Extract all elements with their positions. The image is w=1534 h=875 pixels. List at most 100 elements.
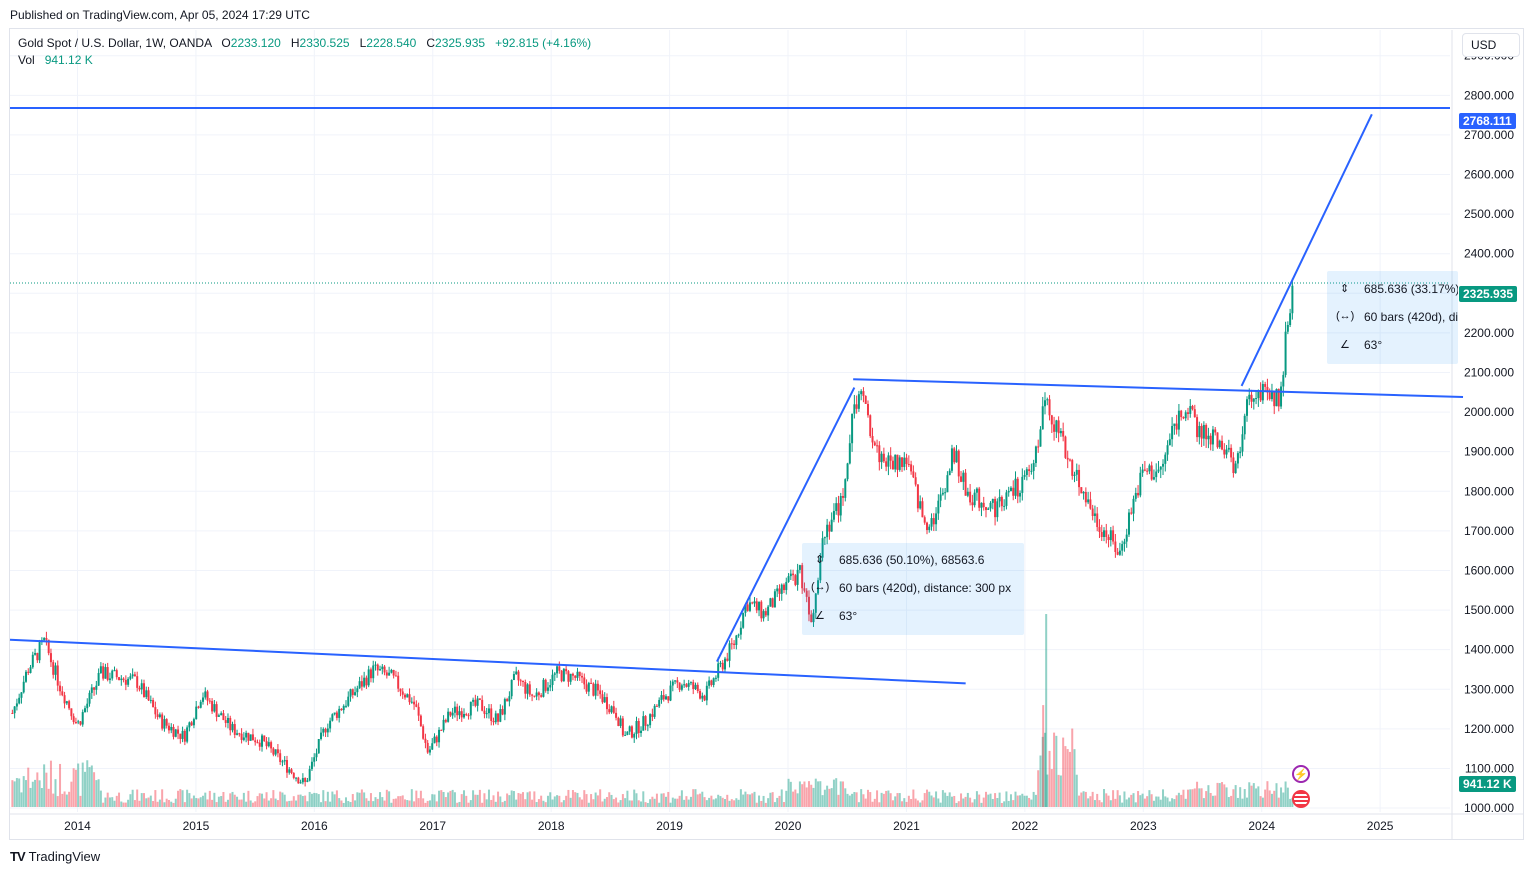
volume-bar bbox=[655, 793, 658, 807]
y-tick-label: 1000.000 bbox=[1464, 801, 1514, 815]
candle-body bbox=[301, 778, 304, 783]
volume-bar bbox=[49, 760, 52, 807]
candle-body bbox=[807, 596, 810, 615]
candle-body bbox=[68, 701, 71, 709]
volume-bar bbox=[637, 800, 640, 807]
candle-body bbox=[247, 732, 250, 741]
candle-body bbox=[925, 522, 928, 531]
volume-bar bbox=[297, 794, 300, 807]
volume-bar bbox=[1016, 795, 1019, 807]
volume-bar bbox=[1157, 796, 1160, 807]
candle-body bbox=[907, 464, 910, 466]
legend: Gold Spot / U.S. Dollar, 1W, OANDA O2233… bbox=[18, 35, 591, 69]
measure-box-small[interactable]: ⇕ 685.636 (50.10%), 68563.6 (↔) 60 bars … bbox=[802, 543, 1024, 635]
candle-body bbox=[694, 684, 697, 690]
volume-bar bbox=[456, 802, 459, 807]
volume-bar bbox=[1193, 788, 1196, 807]
candle-body bbox=[689, 682, 692, 684]
candle-body bbox=[390, 669, 393, 673]
candle-body bbox=[288, 769, 291, 773]
candle-body bbox=[701, 695, 704, 699]
candle-body bbox=[794, 575, 797, 585]
volume-bar bbox=[978, 794, 981, 807]
candle-body bbox=[1223, 449, 1226, 455]
volume-bar bbox=[145, 798, 148, 807]
currency-button[interactable]: USD bbox=[1462, 33, 1520, 57]
candle-body bbox=[780, 584, 783, 594]
candle-body bbox=[431, 743, 434, 750]
volume-bar bbox=[864, 798, 867, 807]
candle-body bbox=[535, 692, 538, 697]
candle-body bbox=[1041, 406, 1044, 430]
candle-body bbox=[388, 672, 391, 676]
candle-body bbox=[149, 700, 152, 702]
volume-bar bbox=[1286, 787, 1289, 807]
candle-body bbox=[619, 718, 622, 726]
open-label: O bbox=[221, 36, 231, 50]
volume-bar bbox=[426, 800, 429, 807]
volume-bar bbox=[1241, 798, 1244, 807]
candle-body bbox=[1064, 436, 1067, 458]
us-flag-icon[interactable] bbox=[1292, 790, 1310, 808]
y-tick-label: 1400.000 bbox=[1464, 643, 1514, 657]
candle-body bbox=[47, 639, 50, 654]
candle-body bbox=[1198, 425, 1201, 438]
lightning-icon[interactable]: ⚡ bbox=[1292, 765, 1310, 783]
volume-bar bbox=[38, 780, 41, 807]
volume-bar bbox=[783, 802, 786, 807]
candle-body bbox=[304, 778, 307, 782]
candle-body bbox=[158, 714, 161, 718]
candle-body bbox=[1103, 530, 1106, 537]
volume-bar bbox=[163, 802, 166, 807]
candle-body bbox=[1255, 398, 1258, 400]
candle-body bbox=[1166, 445, 1169, 455]
volume-bar bbox=[170, 801, 173, 807]
volume-bar bbox=[460, 794, 463, 807]
volume-bar bbox=[794, 789, 797, 807]
candle-body bbox=[960, 476, 963, 482]
volume-bar bbox=[485, 799, 488, 807]
y-tick-label: 2500.000 bbox=[1464, 207, 1514, 221]
candle-body bbox=[435, 736, 438, 743]
volume-bar bbox=[758, 795, 761, 807]
candle-body bbox=[483, 710, 486, 714]
volume-bar bbox=[748, 794, 751, 807]
candle-body bbox=[1248, 394, 1251, 400]
volume-label[interactable]: Vol bbox=[18, 53, 35, 67]
volume-bar bbox=[966, 792, 969, 807]
tradingview-brand[interactable]: TV TradingView bbox=[10, 849, 100, 864]
volume-bar bbox=[837, 794, 840, 807]
volume-bar bbox=[390, 802, 393, 807]
symbol-name[interactable]: Gold Spot / U.S. Dollar, 1W, OANDA bbox=[18, 36, 212, 50]
measure-angle-text: 63° bbox=[839, 609, 858, 623]
volume-bar bbox=[803, 781, 806, 807]
candle-body bbox=[646, 725, 649, 727]
volume-bar bbox=[376, 798, 379, 807]
volume-bar bbox=[202, 795, 205, 807]
candle-body bbox=[878, 445, 881, 463]
candle-body bbox=[354, 692, 357, 695]
candle-body bbox=[998, 496, 1001, 502]
candle-body bbox=[767, 606, 770, 616]
volume-bar bbox=[226, 799, 229, 807]
measure-box-large[interactable]: ⇕ 685.636 (33.17%), (↔) 60 bars (420d), … bbox=[1327, 271, 1458, 364]
volume-bar bbox=[844, 788, 847, 807]
volume-bar bbox=[792, 791, 795, 807]
volume-bar bbox=[1048, 750, 1051, 807]
trend-line bbox=[716, 387, 856, 662]
candle-body bbox=[408, 694, 411, 703]
candle-body bbox=[367, 669, 370, 686]
candle-body bbox=[31, 654, 34, 668]
volume-bar bbox=[340, 800, 343, 807]
candle-body bbox=[617, 717, 620, 726]
volume-bar bbox=[512, 791, 515, 807]
volume-bar bbox=[1125, 799, 1128, 807]
candle-body bbox=[376, 664, 379, 671]
candle-body bbox=[1207, 435, 1210, 440]
candle-body bbox=[1214, 429, 1217, 433]
candle-body bbox=[469, 701, 472, 716]
chart-frame[interactable] bbox=[9, 28, 1524, 840]
volume-bar bbox=[517, 793, 520, 807]
candle-body bbox=[83, 708, 86, 713]
